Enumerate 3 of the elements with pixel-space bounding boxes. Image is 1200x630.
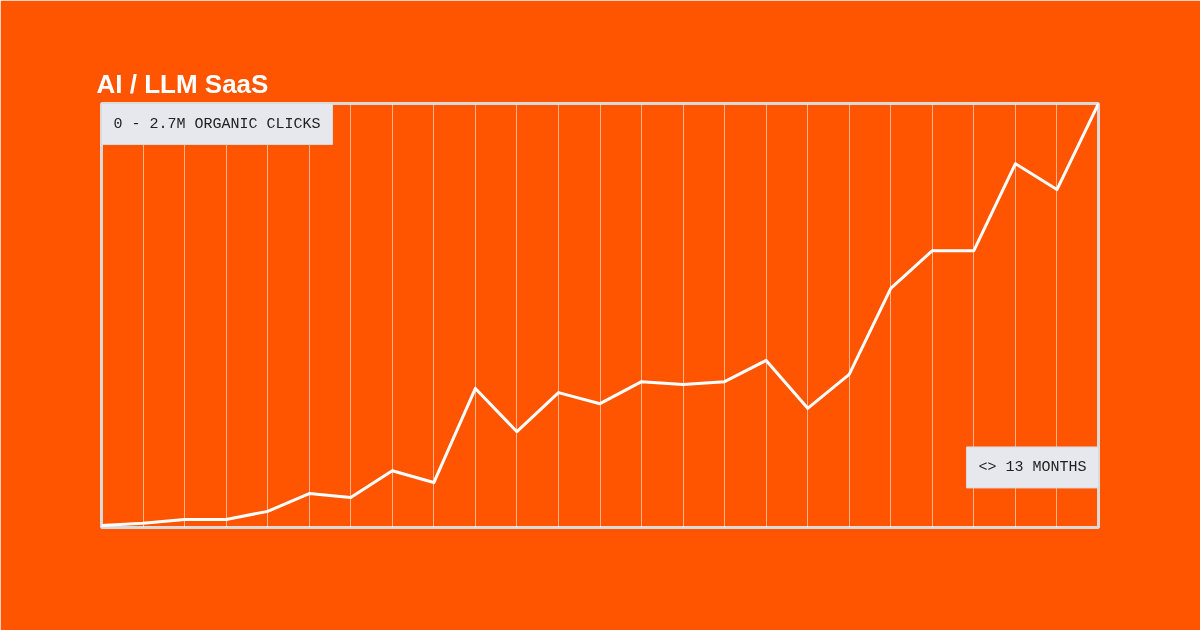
annotation: 0 - 2.7M ORGANIC CLICKS: [113, 115, 321, 133]
annotation: <> 13 MONTHS: [978, 458, 1087, 476]
chart-title: AI / LLM SaaS: [96, 68, 269, 99]
